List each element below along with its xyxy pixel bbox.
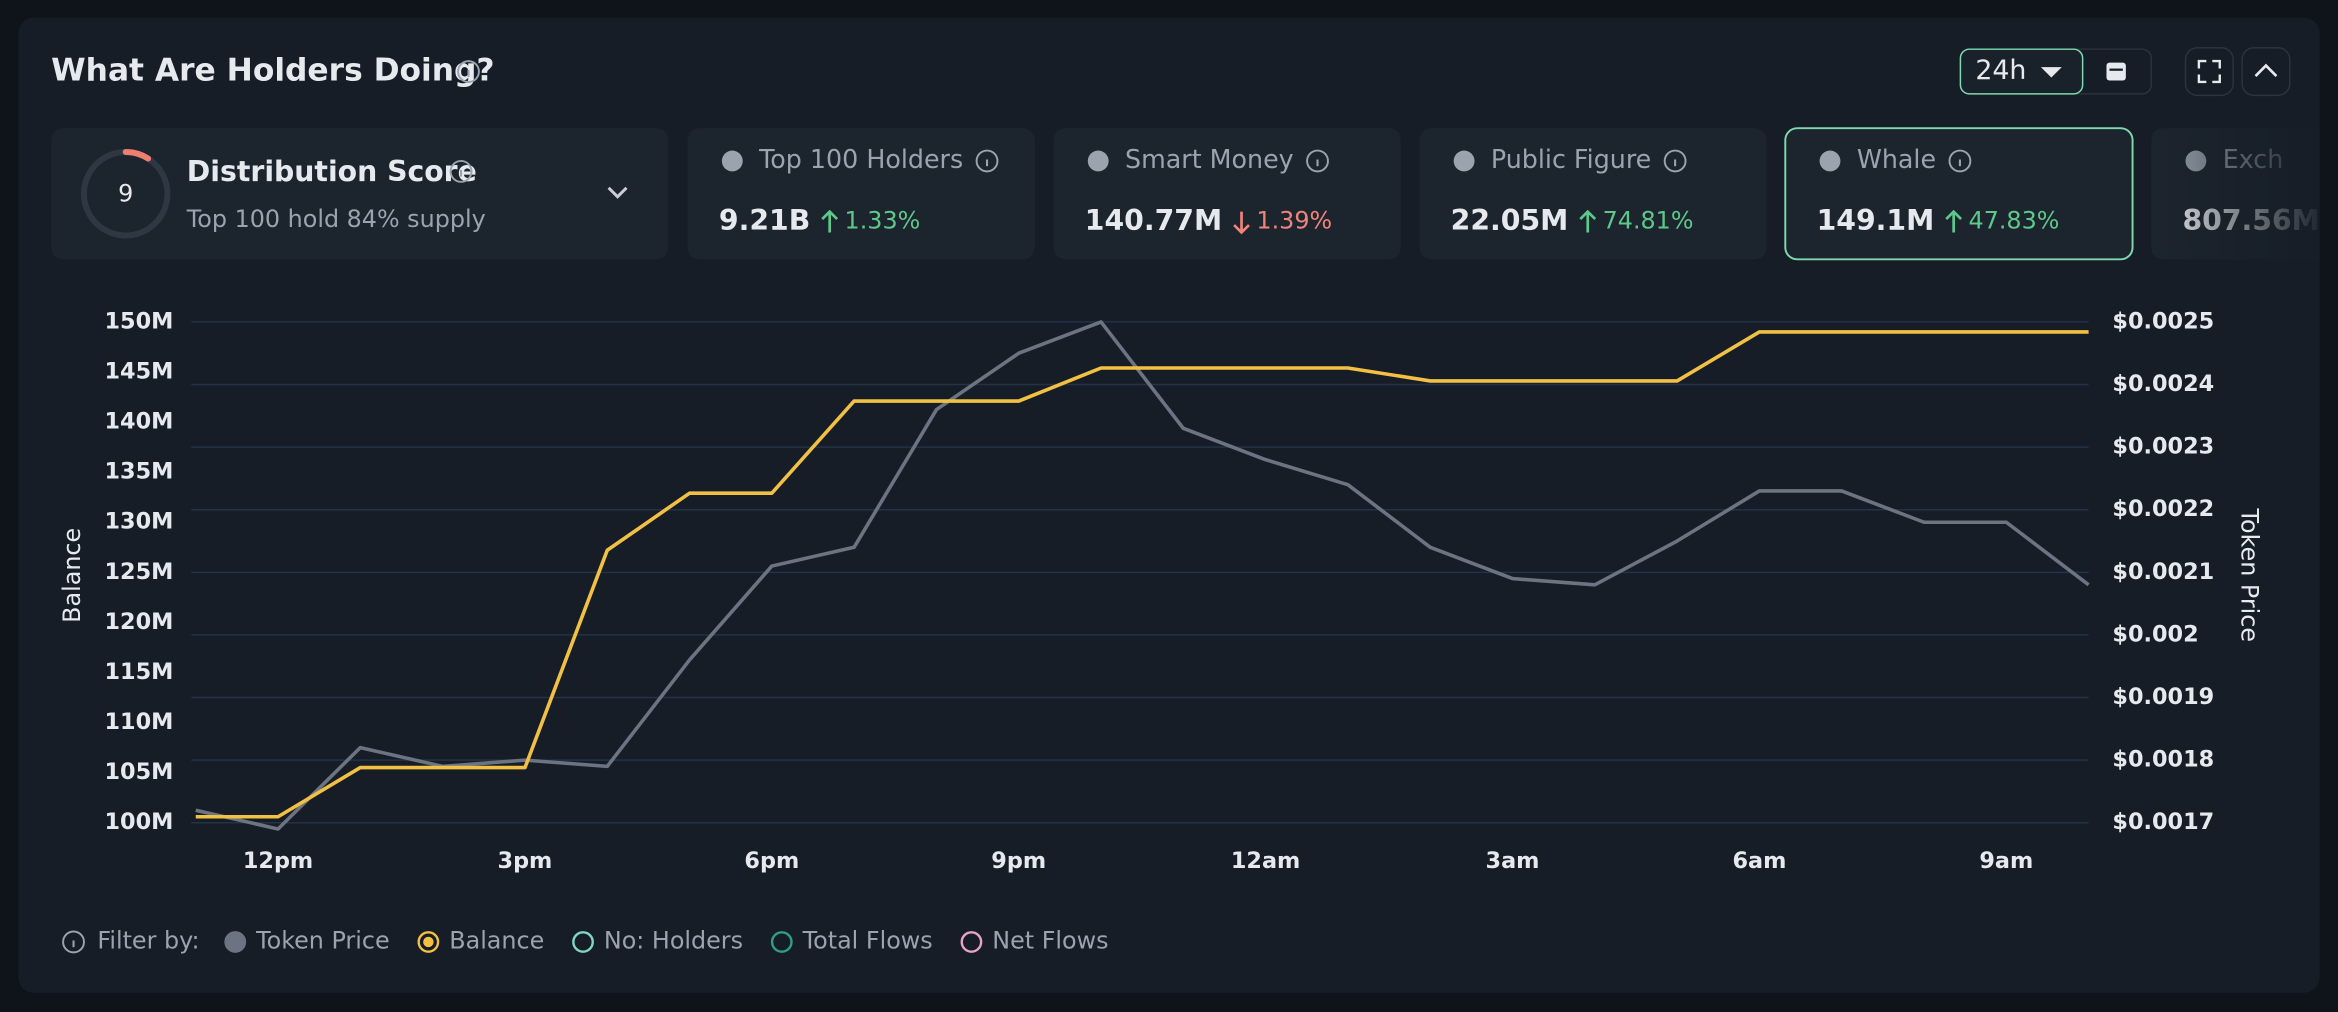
x-tick-label: 12am bbox=[1231, 848, 1300, 874]
card-value: 140.77M bbox=[1085, 204, 1222, 237]
timeframe[interactable]: 24h bbox=[1975, 55, 2026, 86]
card-icon bbox=[1819, 150, 1841, 172]
legend-label[interactable]: Token Price bbox=[255, 926, 390, 954]
collapse-button[interactable] bbox=[2241, 46, 2291, 97]
legend-marker[interactable] bbox=[417, 931, 440, 953]
fullscreen-button[interactable] bbox=[2184, 46, 2234, 97]
legend-label[interactable]: Net Flows bbox=[992, 926, 1108, 954]
expand-chevron[interactable] bbox=[607, 186, 628, 199]
header-controls[interactable]: 24h bbox=[1959, 46, 2291, 97]
legend-label[interactable]: Total Flows bbox=[802, 926, 933, 954]
x-tick-label: 3pm bbox=[498, 848, 553, 874]
panel bbox=[18, 17, 2320, 993]
legend-label[interactable]: Balance bbox=[449, 926, 544, 954]
chart: $0.0017 $0.0018 $0.0019 $0.002 $0.0021 $0.002… bbox=[58, 308, 2264, 874]
change-arrow bbox=[821, 209, 839, 233]
y2-tick-label: $0.002 bbox=[2112, 621, 2198, 647]
filter-label: Filter by: bbox=[97, 926, 199, 954]
legend-marker[interactable] bbox=[224, 931, 247, 953]
y2-tick-label: $0.0018 bbox=[2112, 747, 2214, 773]
x-tick-label: 9am bbox=[1979, 848, 2033, 874]
info-icon bbox=[975, 149, 999, 173]
card-label: Top 100 Holders bbox=[758, 144, 963, 174]
metric-card[interactable] bbox=[1419, 128, 1767, 260]
x-tick-label: 3am bbox=[1486, 848, 1540, 874]
x-tick-label: 6pm bbox=[744, 848, 799, 874]
y-tick-label: 150M bbox=[105, 308, 174, 334]
y-tick-label: 100M bbox=[105, 809, 174, 835]
y-tick-label: 120M bbox=[105, 609, 174, 635]
score-card[interactable] bbox=[51, 128, 669, 260]
y-tick-label: 140M bbox=[105, 409, 174, 435]
info-icon bbox=[457, 60, 480, 83]
score-value: 9 bbox=[118, 180, 133, 208]
info-icon bbox=[1663, 149, 1687, 173]
y-tick-label: 145M bbox=[105, 359, 174, 385]
fullscreen-icon bbox=[2197, 59, 2221, 84]
y2-tick-label: $0.0019 bbox=[2112, 684, 2214, 710]
metric-card[interactable] bbox=[687, 128, 1035, 260]
y-tick-label: 110M bbox=[105, 709, 174, 735]
cards: 9 Distribution Score Top 100 hold 84% su… bbox=[51, 127, 2320, 261]
x-tick-label: 12pm bbox=[243, 848, 313, 874]
legend-marker-dot bbox=[423, 936, 434, 948]
info-icon bbox=[449, 159, 473, 183]
y2-tick-label: $0.0017 bbox=[2112, 809, 2214, 835]
timeframe-button[interactable] bbox=[1959, 48, 2084, 95]
card-value: 22.05M bbox=[1451, 204, 1569, 237]
legend-marker[interactable] bbox=[770, 931, 793, 953]
y2-tick-label: $0.0023 bbox=[2112, 434, 2214, 460]
card-value: 9.21B bbox=[719, 204, 810, 237]
calendar-button[interactable] bbox=[2106, 62, 2126, 81]
card-change: 74.81% bbox=[1603, 207, 1694, 235]
score-arc bbox=[80, 149, 171, 239]
collapse-icon bbox=[2254, 63, 2278, 77]
card-change: 47.83% bbox=[1969, 207, 2060, 235]
legend-marker[interactable] bbox=[960, 931, 983, 953]
score-subtitle: Top 100 hold 84% supply bbox=[186, 205, 486, 233]
score-title: Distribution Score bbox=[187, 155, 477, 188]
y2-tick-label: $0.0024 bbox=[2112, 371, 2214, 397]
x-tick-label: 6am bbox=[1732, 848, 1786, 874]
y2-tick-label: $0.0022 bbox=[2112, 496, 2214, 522]
card-label: Smart Money bbox=[1125, 144, 1294, 174]
metric-card[interactable] bbox=[1053, 128, 1401, 260]
card-icon bbox=[721, 150, 743, 172]
card-change: 1.33% bbox=[845, 207, 921, 235]
info-icon bbox=[1306, 149, 1329, 173]
metric-card[interactable] bbox=[1784, 127, 2134, 261]
card-label: Whale bbox=[1857, 144, 1936, 174]
title: What Are Holders Doing? bbox=[51, 53, 494, 89]
y2-tick-label: $0.0025 bbox=[2112, 308, 2214, 334]
y-tick-label: 105M bbox=[105, 759, 174, 785]
change-arrow bbox=[1233, 211, 1250, 235]
card-label: Public Figure bbox=[1491, 144, 1651, 174]
y2-tick-label: $0.0021 bbox=[2112, 559, 2214, 585]
card-icon bbox=[1453, 150, 1475, 172]
y-tick-label: 130M bbox=[105, 509, 174, 535]
dropdown-arrow bbox=[2040, 67, 2062, 78]
legend-marker[interactable] bbox=[572, 931, 594, 953]
series-line bbox=[195, 320, 2090, 831]
legend-label[interactable]: No: Holders bbox=[604, 926, 743, 954]
y-axis-label: Balance bbox=[58, 528, 86, 623]
change-arrow bbox=[1945, 209, 1963, 233]
fade-overlay bbox=[2151, 128, 2320, 260]
x-tick-label: 9pm bbox=[991, 848, 1046, 874]
y-tick-label: 125M bbox=[105, 559, 174, 585]
card-icon bbox=[1087, 150, 1109, 172]
card-value: 149.1M bbox=[1817, 204, 1935, 237]
y-tick-label: 135M bbox=[105, 459, 174, 485]
card-change: 1.39% bbox=[1256, 207, 1332, 235]
change-arrow bbox=[1579, 209, 1597, 233]
y-tick-label: 115M bbox=[105, 659, 174, 685]
series-line bbox=[195, 330, 2089, 819]
info-icon bbox=[62, 930, 85, 954]
info-icon bbox=[1948, 149, 1972, 173]
y2-axis-label: Token Price bbox=[2236, 508, 2264, 642]
legend: Filter by: Token Price Balance No: Holders T… bbox=[62, 926, 1109, 954]
